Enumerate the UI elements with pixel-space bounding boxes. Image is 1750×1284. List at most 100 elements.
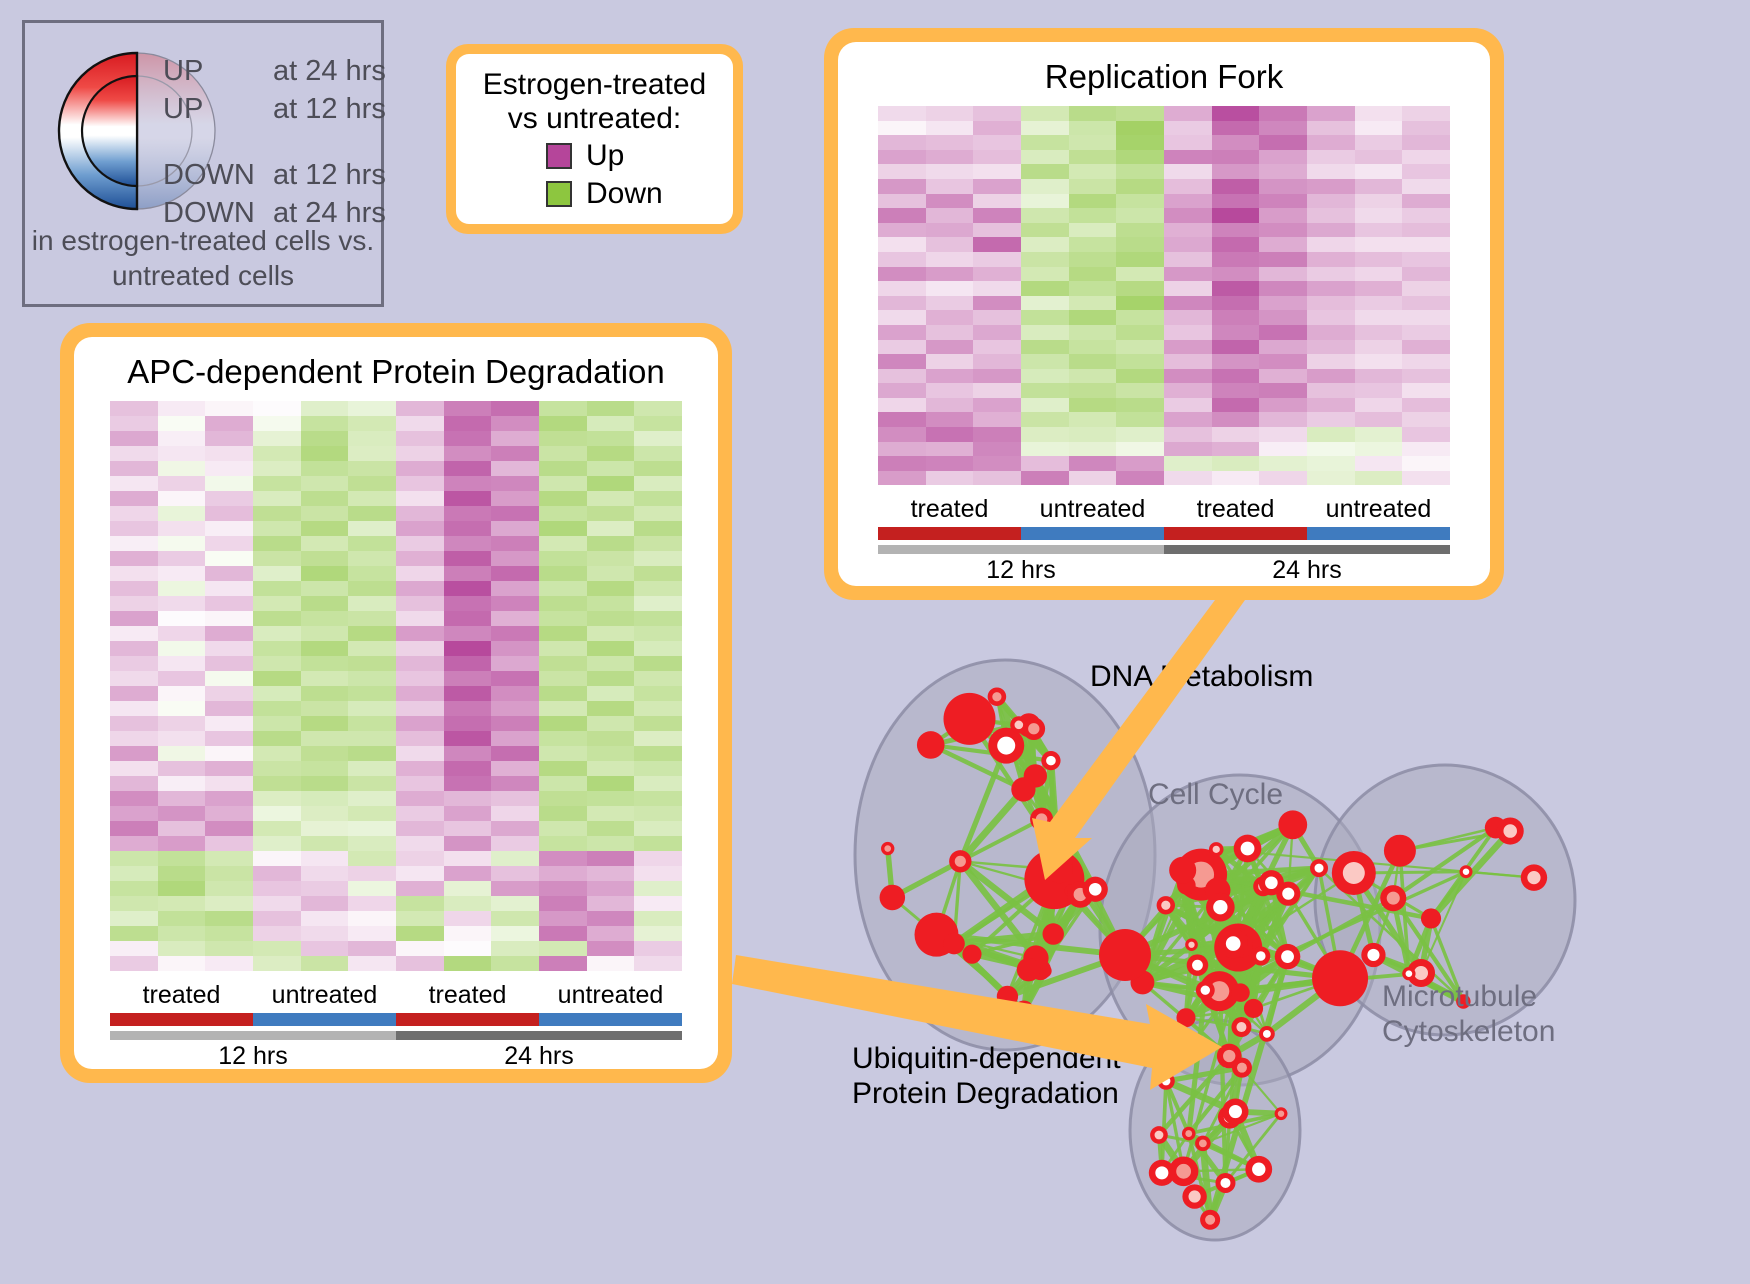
heatmap-cell [587, 716, 635, 731]
heatmap-cell [1069, 135, 1117, 150]
heatmap-cell [539, 641, 587, 656]
heatmap-cell [1164, 310, 1212, 325]
heatmap-cell [587, 461, 635, 476]
heatmap-cell [1069, 208, 1117, 223]
heatmap-cell [205, 401, 253, 416]
heatmap-cell [1116, 194, 1164, 209]
heatmap-cell [1355, 471, 1403, 486]
network-node[interactable] [1384, 835, 1416, 867]
heatmap-cell [491, 551, 539, 566]
heatmap-cell [491, 851, 539, 866]
heatmap-apc-degradation [110, 401, 682, 971]
heatmap-cell [301, 956, 349, 971]
heatmap-cell [878, 442, 926, 457]
heatmap-cell [348, 476, 396, 491]
heatmap-cell [587, 896, 635, 911]
heatmap-cell [444, 686, 492, 701]
heatmap-cell [491, 716, 539, 731]
network-node[interactable] [1014, 1001, 1034, 1021]
heatmap-cell [158, 491, 206, 506]
heatmap-cell [253, 446, 301, 461]
network-node[interactable] [1017, 958, 1041, 982]
network-node[interactable] [1046, 856, 1073, 883]
network-node[interactable] [917, 731, 945, 759]
heatmap-cell [396, 521, 444, 536]
heatmap-cell [301, 431, 349, 446]
heatmap-cell [1307, 412, 1355, 427]
network-node[interactable] [1042, 923, 1063, 944]
heatmap-cell [539, 536, 587, 551]
network-node[interactable] [1099, 929, 1151, 981]
heatmap-cell [1259, 281, 1307, 296]
heatmap-cell [1116, 456, 1164, 471]
network-node[interactable] [1231, 983, 1250, 1002]
heatmap-cell [1069, 354, 1117, 369]
axis-group-label: treated [110, 981, 253, 1010]
network-node[interactable] [943, 693, 995, 745]
heatmap-cell [1021, 121, 1069, 136]
network-node[interactable] [1421, 908, 1441, 928]
heatmap-cell [973, 383, 1021, 398]
heatmap-cell [253, 671, 301, 686]
heatmap-cell [1164, 237, 1212, 252]
heatmap-cell [491, 611, 539, 626]
heatmap-cell [1116, 252, 1164, 267]
heatmap-cell [1355, 252, 1403, 267]
heatmap-cell [1116, 383, 1164, 398]
heatmap-cell [491, 806, 539, 821]
heatmap-cell [1116, 369, 1164, 384]
heatmap-cell [1259, 179, 1307, 194]
network-node[interactable] [1244, 999, 1263, 1018]
network-node[interactable] [997, 986, 1018, 1007]
heatmap-cell [973, 150, 1021, 165]
heatmap-cell [1259, 369, 1307, 384]
heatmap-cell [1212, 398, 1260, 413]
heatmap-cell [973, 121, 1021, 136]
heatmap-cell [634, 671, 682, 686]
heatmap-cell [1164, 106, 1212, 121]
heatmap-cell [1307, 252, 1355, 267]
heatmap-cell [539, 926, 587, 941]
network-node-core [1213, 900, 1227, 914]
network-node[interactable] [962, 945, 981, 964]
heatmap-cell [1402, 237, 1450, 252]
heatmap-cell [539, 506, 587, 521]
heatmap-cell [491, 521, 539, 536]
heatmap-cell [158, 686, 206, 701]
network-node-core [1161, 901, 1170, 910]
network-node[interactable] [1011, 777, 1035, 801]
network-node[interactable] [943, 933, 964, 954]
heatmap-cell [587, 731, 635, 746]
network-node[interactable] [1176, 1008, 1195, 1027]
heatmap-cell [491, 866, 539, 881]
heatmap-cell [1212, 252, 1260, 267]
heatmap-cell [348, 581, 396, 596]
heatmap-cell [539, 461, 587, 476]
heatmap-cell [158, 536, 206, 551]
heatmap-cell [301, 746, 349, 761]
heatmap-cell [926, 456, 974, 471]
heatmap-cell [491, 821, 539, 836]
network-node[interactable] [1169, 857, 1196, 884]
heatmap-cell [634, 641, 682, 656]
heatmap-cell [634, 536, 682, 551]
heatmap-cell [1164, 442, 1212, 457]
heatmap-cell [1069, 383, 1117, 398]
legend-label: Up [586, 139, 624, 173]
heatmap-cell [973, 252, 1021, 267]
heatmap-cell [1021, 164, 1069, 179]
heatmap-cell [634, 506, 682, 521]
network-node[interactable] [1312, 950, 1368, 1006]
heatmap-cell [253, 851, 301, 866]
heatmap-cell [444, 956, 492, 971]
heatmap-cell [1259, 296, 1307, 311]
heatmap-cell [539, 521, 587, 536]
heatmap-cell [444, 581, 492, 596]
heatmap-cell [1402, 208, 1450, 223]
heatmap-cell [1307, 267, 1355, 282]
network-node[interactable] [880, 885, 906, 911]
network-node[interactable] [1278, 810, 1307, 839]
heatmap-cell [253, 596, 301, 611]
heatmap-cell [110, 656, 158, 671]
heatmap-cell [1402, 354, 1450, 369]
